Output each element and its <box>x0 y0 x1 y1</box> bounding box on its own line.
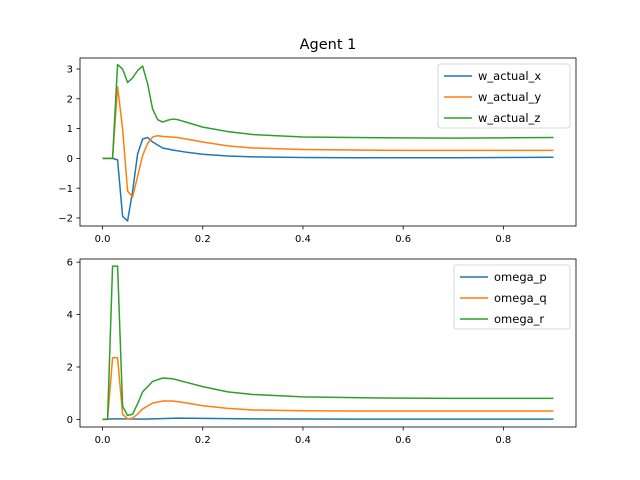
series-line-omega_q <box>102 357 554 421</box>
x-tick-label: 0.6 <box>395 234 411 245</box>
legend-label-w_actual_x: w_actual_x <box>478 69 541 83</box>
legend-label-omega_q: omega_q <box>494 291 547 305</box>
y-tick-label: 1 <box>67 124 73 135</box>
series-line-omega_r <box>102 265 554 421</box>
y-tick-label: 0 <box>67 154 73 165</box>
y-tick-label: 2 <box>67 363 73 374</box>
axes-frame <box>79 258 577 428</box>
y-tick-label: 2 <box>67 94 73 105</box>
x-tick-label: 0.4 <box>295 234 311 245</box>
chart-title: Agent 1 <box>300 37 357 53</box>
x-tick-label: 0.0 <box>95 234 111 245</box>
axes-bottom: 0.0 0.2 0.4 0.6 0.8 0 2 4 6 omega_p omega_q omega_r <box>67 258 577 446</box>
series-line-w_actual_y <box>102 86 554 198</box>
x-tick-label: 0.0 <box>95 435 111 446</box>
legend-frame <box>453 264 571 330</box>
x-tick-label: 0.2 <box>195 234 211 245</box>
axes-frame <box>79 57 577 227</box>
legend-label-w_actual_y: w_actual_y <box>478 90 541 104</box>
legend-frame <box>437 63 571 129</box>
legend-label-omega_p: omega_p <box>494 270 547 284</box>
legend-label-omega_r: omega_r <box>494 312 544 326</box>
y-tick-label: 3 <box>67 65 73 76</box>
y-tick-label: −2 <box>58 214 73 225</box>
series-line-w_actual_x <box>102 136 554 222</box>
legend: w_actual_x w_actual_y w_actual_z <box>437 63 571 129</box>
y-tick-label: 0 <box>67 415 73 426</box>
y-tick-label: −1 <box>58 184 73 195</box>
y-tick-label: 6 <box>67 258 73 269</box>
legend-label-w_actual_z: w_actual_z <box>478 111 540 125</box>
series-line-w_actual_z <box>102 63 554 160</box>
y-tick-label: 4 <box>67 310 73 321</box>
x-tick-label: 0.2 <box>195 435 211 446</box>
x-tick-label: 0.4 <box>295 435 311 446</box>
x-tick-label: 0.8 <box>495 435 511 446</box>
series-line-omega_p <box>102 417 554 421</box>
x-tick-label: 0.8 <box>495 234 511 245</box>
x-tick-label: 0.6 <box>395 435 411 446</box>
legend: omega_p omega_q omega_r <box>453 264 571 330</box>
